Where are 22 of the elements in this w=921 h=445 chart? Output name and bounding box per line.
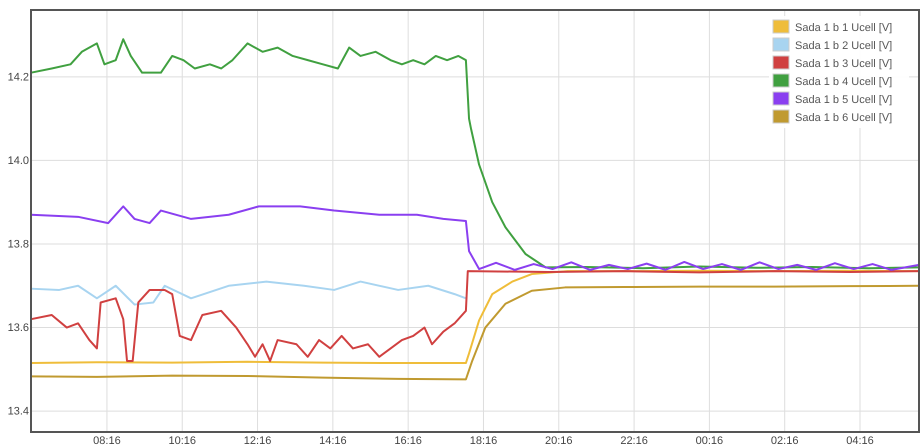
x-tick-label: 22:16 xyxy=(620,434,648,445)
y-tick-label: 14.0 xyxy=(8,154,29,167)
x-tick-label: 04:16 xyxy=(846,434,874,445)
legend-label: Sada 1 b 1 Ucell [V] xyxy=(795,22,892,34)
y-tick-label: 14.2 xyxy=(8,71,29,84)
legend-label: Sada 1 b 3 Ucell [V] xyxy=(795,58,892,70)
y-tick-label: 13.6 xyxy=(8,322,29,334)
x-tick-label: 20:16 xyxy=(545,434,573,445)
x-tick-label: 18:16 xyxy=(470,434,498,445)
x-tick-label: 12:16 xyxy=(244,434,272,445)
x-tick-label: 10:16 xyxy=(168,434,196,445)
x-tick-label: 00:16 xyxy=(696,434,724,445)
x-tick-label: 08:16 xyxy=(93,434,121,445)
x-tick-label: 16:16 xyxy=(394,434,422,445)
x-tick-label: 14:16 xyxy=(319,434,347,445)
legend-label: Sada 1 b 2 Ucell [V] xyxy=(795,40,892,52)
y-tick-label: 13.8 xyxy=(8,238,29,250)
legend-label: Sada 1 b 5 Ucell [V] xyxy=(795,94,892,106)
legend-label: Sada 1 b 6 Ucell [V] xyxy=(795,112,892,124)
x-tick-label: 02:16 xyxy=(770,434,798,445)
legend-label: Sada 1 b 4 Ucell [V] xyxy=(795,76,892,88)
y-tick-label: 13.4 xyxy=(8,406,29,418)
